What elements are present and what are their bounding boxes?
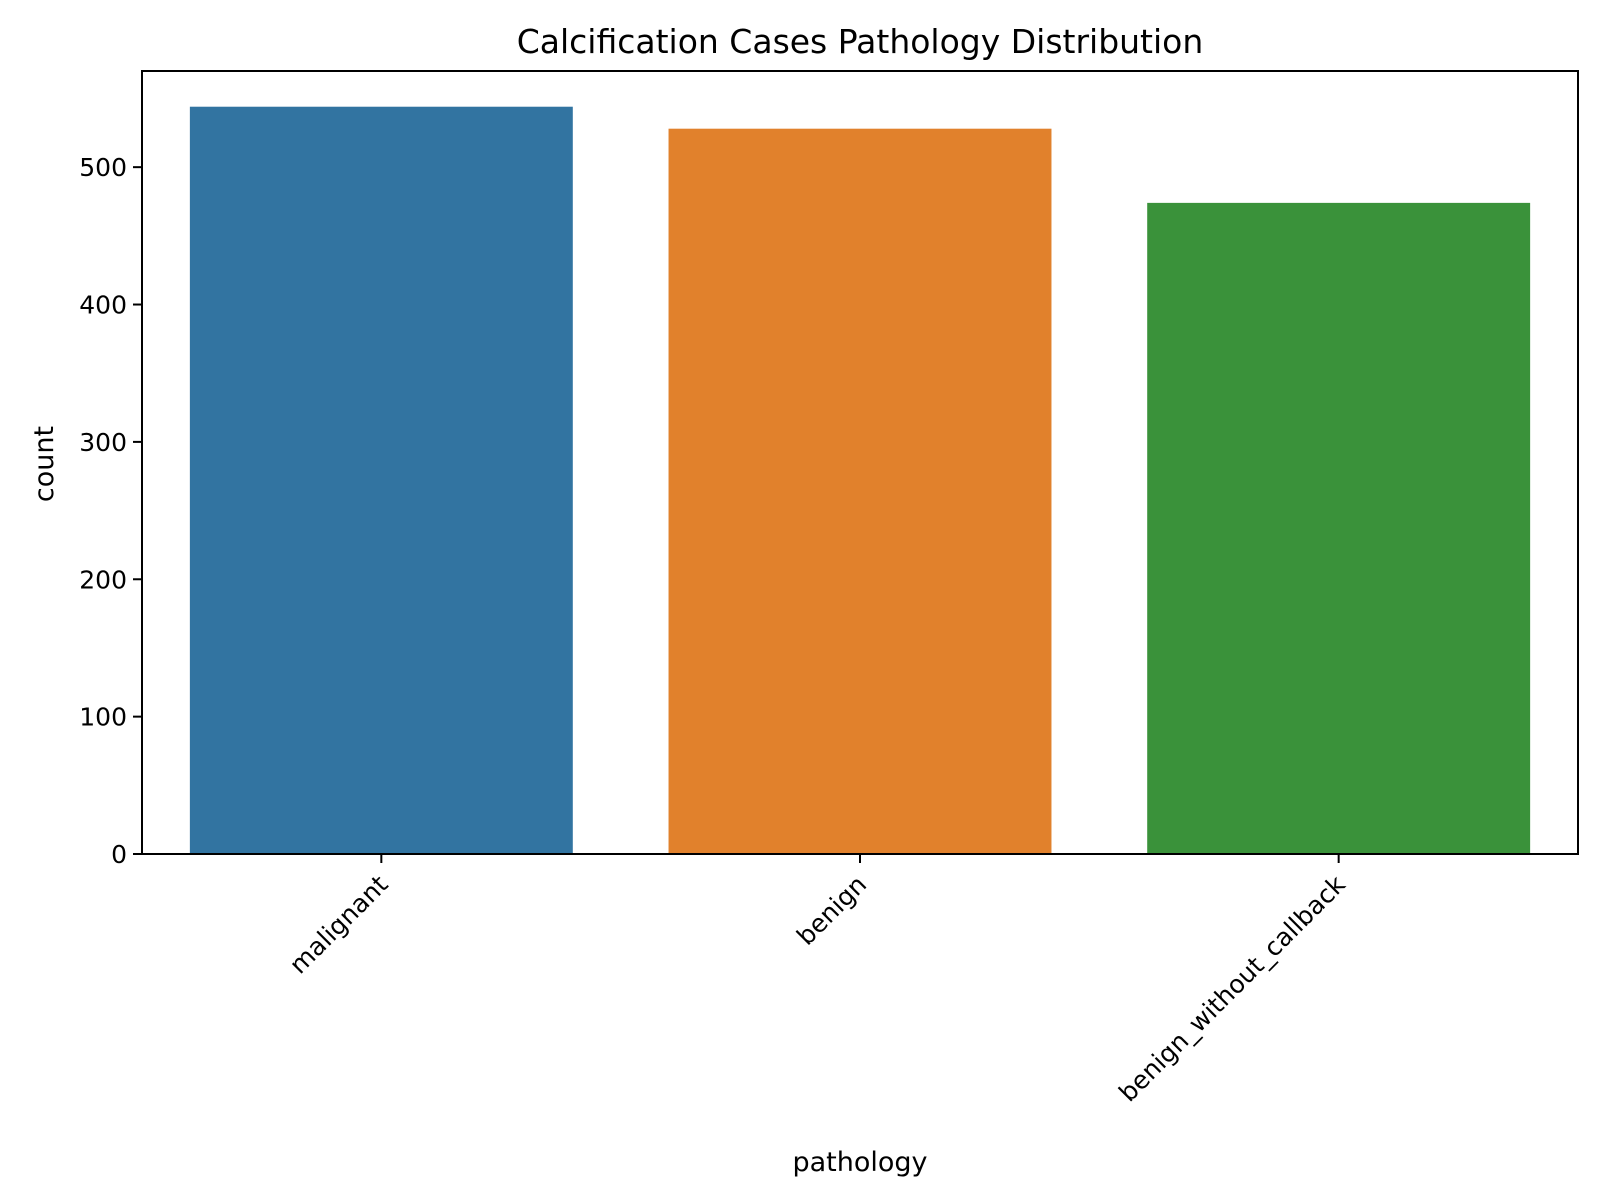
x-axis-ticks: malignant benign benign_without_callback [284,854,1351,1107]
y-tick-label: 200 [79,565,127,594]
plot-frame [141,70,1579,855]
y-tick-label: 500 [79,153,127,182]
chart-title: Calcification Cases Pathology Distributi… [517,22,1204,61]
bar-malignant [189,106,573,854]
bars-group [189,106,1531,855]
y-tick-label: 100 [79,703,127,732]
bar-benign [668,128,1052,855]
y-tick-label: 300 [79,428,127,457]
bar-benign-without-callback [1147,202,1531,855]
x-tick-label: malignant [284,870,394,980]
x-axis-label: pathology [792,1147,927,1178]
x-tick-label: benign [791,870,872,951]
y-axis-ticks: 0 100 200 300 400 500 [79,153,142,869]
y-tick-label: 400 [79,291,127,320]
y-axis-label: count [29,426,60,502]
x-tick-label: benign_without_callback [1113,869,1351,1107]
y-tick-label: 0 [111,840,127,869]
